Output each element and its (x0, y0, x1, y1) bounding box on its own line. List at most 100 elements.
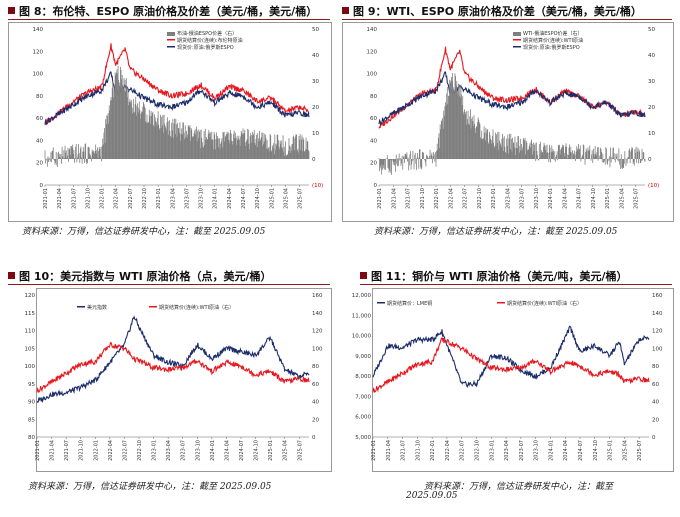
y-left-tick-label: 11,000 (352, 313, 372, 319)
x-tick-label: 2021-10 (420, 188, 426, 209)
legend-swatch (377, 302, 385, 304)
x-tick-label: 2025-01 (608, 440, 614, 461)
legend-swatch (167, 46, 175, 48)
series-line-0 (372, 325, 650, 389)
panel-10-title: 图 10：美元指数与 WTI 原油价格（点，美元/桶） (8, 268, 272, 284)
x-tick-label: 2024-01 (548, 188, 554, 209)
x-tick-label: 2022-07 (460, 440, 466, 461)
panel-11-title: 图 11：铜价与 WTI 原油价格（美元/吨，美元/桶） (360, 268, 628, 284)
legend-swatch (513, 32, 521, 36)
y-left-tick-label: 8,000 (355, 374, 371, 380)
y-left-tick-label: 105 (25, 346, 36, 352)
x-tick-label: 2024-04 (562, 188, 568, 209)
y-right-tick-label: 140 (312, 311, 323, 317)
y-right-tick-label: 60 (652, 382, 659, 388)
x-tick-label: 2022-01 (100, 188, 106, 209)
legend-label: 期货结算价(连续):布伦特原油 (177, 37, 243, 44)
x-tick-label: 2024-01 (213, 188, 219, 209)
x-tick-label: 2021-01 (371, 440, 377, 461)
panel-9-svg: 0 20 40 60 80 100 120 140 (10) 0 10 20 30 40 50 2021-01… (367, 27, 660, 209)
x-tick-label: 2022-04 (448, 188, 454, 209)
x-tick-label: 2022-01 (434, 188, 440, 209)
x-tick-label: 2022-04 (114, 188, 120, 209)
x-tick-label: 2022-07 (463, 188, 469, 209)
y-right-tick-label: 0 (312, 435, 316, 441)
y-right-tick-label: 0 (312, 157, 316, 163)
x-tick-label: 2024-10 (591, 188, 597, 209)
x-tick-label: 2022-10 (475, 440, 481, 461)
panel-8-chart: 0 20 40 60 80 100 120 140 (10) 0 10 20 30 40 50 2021-01… (8, 22, 332, 222)
y-right-tick-label: 0 (652, 435, 656, 441)
title-marker-icon (8, 272, 15, 279)
y-left-tick-label: 10,000 (352, 334, 372, 340)
panel-11-source-date: 2025.09.05 (406, 491, 458, 501)
series-line-0 (378, 46, 646, 129)
panel-8-source: 资料来源：万得，信达证券研发中心，注：截至 2025.09.05 (22, 227, 266, 237)
legend-label: 期货结算价(连续):WTI原油（右） (159, 304, 234, 311)
x-tick-label: 2021-01 (43, 188, 49, 209)
legend-label: 现货价:原油:俄罗斯ESPO (523, 44, 580, 51)
y-left-tick-label: 140 (33, 27, 44, 33)
x-tick-label: 2021-07 (401, 440, 407, 461)
x-tick-label: 2025-07 (298, 188, 304, 209)
x-tick-label: 2022-01 (430, 440, 436, 461)
y-left-tick-label: 0 (374, 183, 378, 189)
x-tick-label: 2021-10 (415, 440, 421, 461)
x-tick-label: 2024-10 (255, 188, 261, 209)
y-right-tick-label: 160 (312, 293, 323, 299)
x-tick-label: 2023-01 (152, 440, 158, 461)
panel-8-title: 图 8：布伦特、ESPO 原油价格及价差（美元/桶，美元/桶） (8, 3, 317, 19)
y-left-tick-label: 140 (367, 27, 378, 33)
x-tick-label: 2025-01 (605, 188, 611, 209)
x-tick-label: 2022-10 (142, 188, 148, 209)
y-left-tick-label: 120 (367, 49, 378, 55)
y-right-tick-label: 10 (648, 131, 655, 137)
y-left-tick-label: 0 (40, 183, 44, 189)
y-left-tick-label: 20 (370, 161, 377, 167)
y-right-tick-label: 20 (648, 105, 655, 111)
y-left-tick-label: 120 (25, 293, 36, 299)
title-marker-icon (8, 7, 15, 14)
legend-label: 期货结算价(连续):WTI原油 (523, 37, 583, 44)
x-tick-label: 2023-04 (505, 188, 511, 209)
series-line-1 (36, 342, 310, 394)
y-left-tick-label: 80 (370, 94, 377, 100)
y-right-tick-label: 120 (652, 329, 663, 335)
legend-swatch (497, 302, 505, 304)
spread-bars-series (378, 73, 646, 175)
series-line-0 (44, 43, 310, 126)
x-tick-label: 2022-07 (128, 188, 134, 209)
x-tick-label: 2022-10 (137, 440, 143, 461)
y-right-tick-label: 10 (312, 131, 319, 137)
x-tick-label: 2024-04 (563, 440, 569, 461)
y-right-tick-label: 80 (312, 364, 319, 370)
y-right-tick-label: 20 (652, 417, 659, 423)
y-right-tick-label: 40 (648, 53, 655, 59)
y-left-tick-label: 100 (33, 72, 44, 78)
y-right-tick-label: 50 (312, 27, 319, 33)
x-tick-label: 2025-07 (634, 188, 640, 209)
legend-label: 期货结算价：LME铜 (387, 300, 432, 307)
y-right-tick-label: 0 (648, 157, 652, 163)
y-left-tick-label: 80 (28, 435, 35, 441)
y-left-tick-label: 95 (28, 382, 35, 388)
panel-10-chart: 80 85 90 95 100 105 110 115 120 0 20 40 60 80 100 120 14… (25, 288, 332, 472)
y-right-tick-label: (10) (312, 183, 323, 189)
legend-label: 美元指数 (87, 304, 107, 311)
x-tick-label: 2025-01 (269, 188, 275, 209)
y-right-tick-label: 80 (652, 364, 659, 370)
x-tick-label: 2024-01 (210, 440, 216, 461)
legend-swatch (513, 46, 521, 48)
y-left-tick-label: 60 (36, 116, 43, 122)
legend-swatch (513, 39, 521, 41)
x-tick-label: 2021-10 (85, 188, 91, 209)
x-tick-label: 2022-04 (108, 440, 114, 461)
x-tick-label: 2022-04 (445, 440, 451, 461)
panel-9-rule (342, 19, 672, 20)
x-tick-label: 2025-04 (619, 188, 625, 209)
series-line-1 (44, 71, 310, 126)
y-right-tick-label: 30 (312, 79, 319, 85)
y-right-tick-label: 20 (312, 105, 319, 111)
title-marker-icon (360, 272, 367, 279)
x-tick-label: 2023-10 (195, 440, 201, 461)
